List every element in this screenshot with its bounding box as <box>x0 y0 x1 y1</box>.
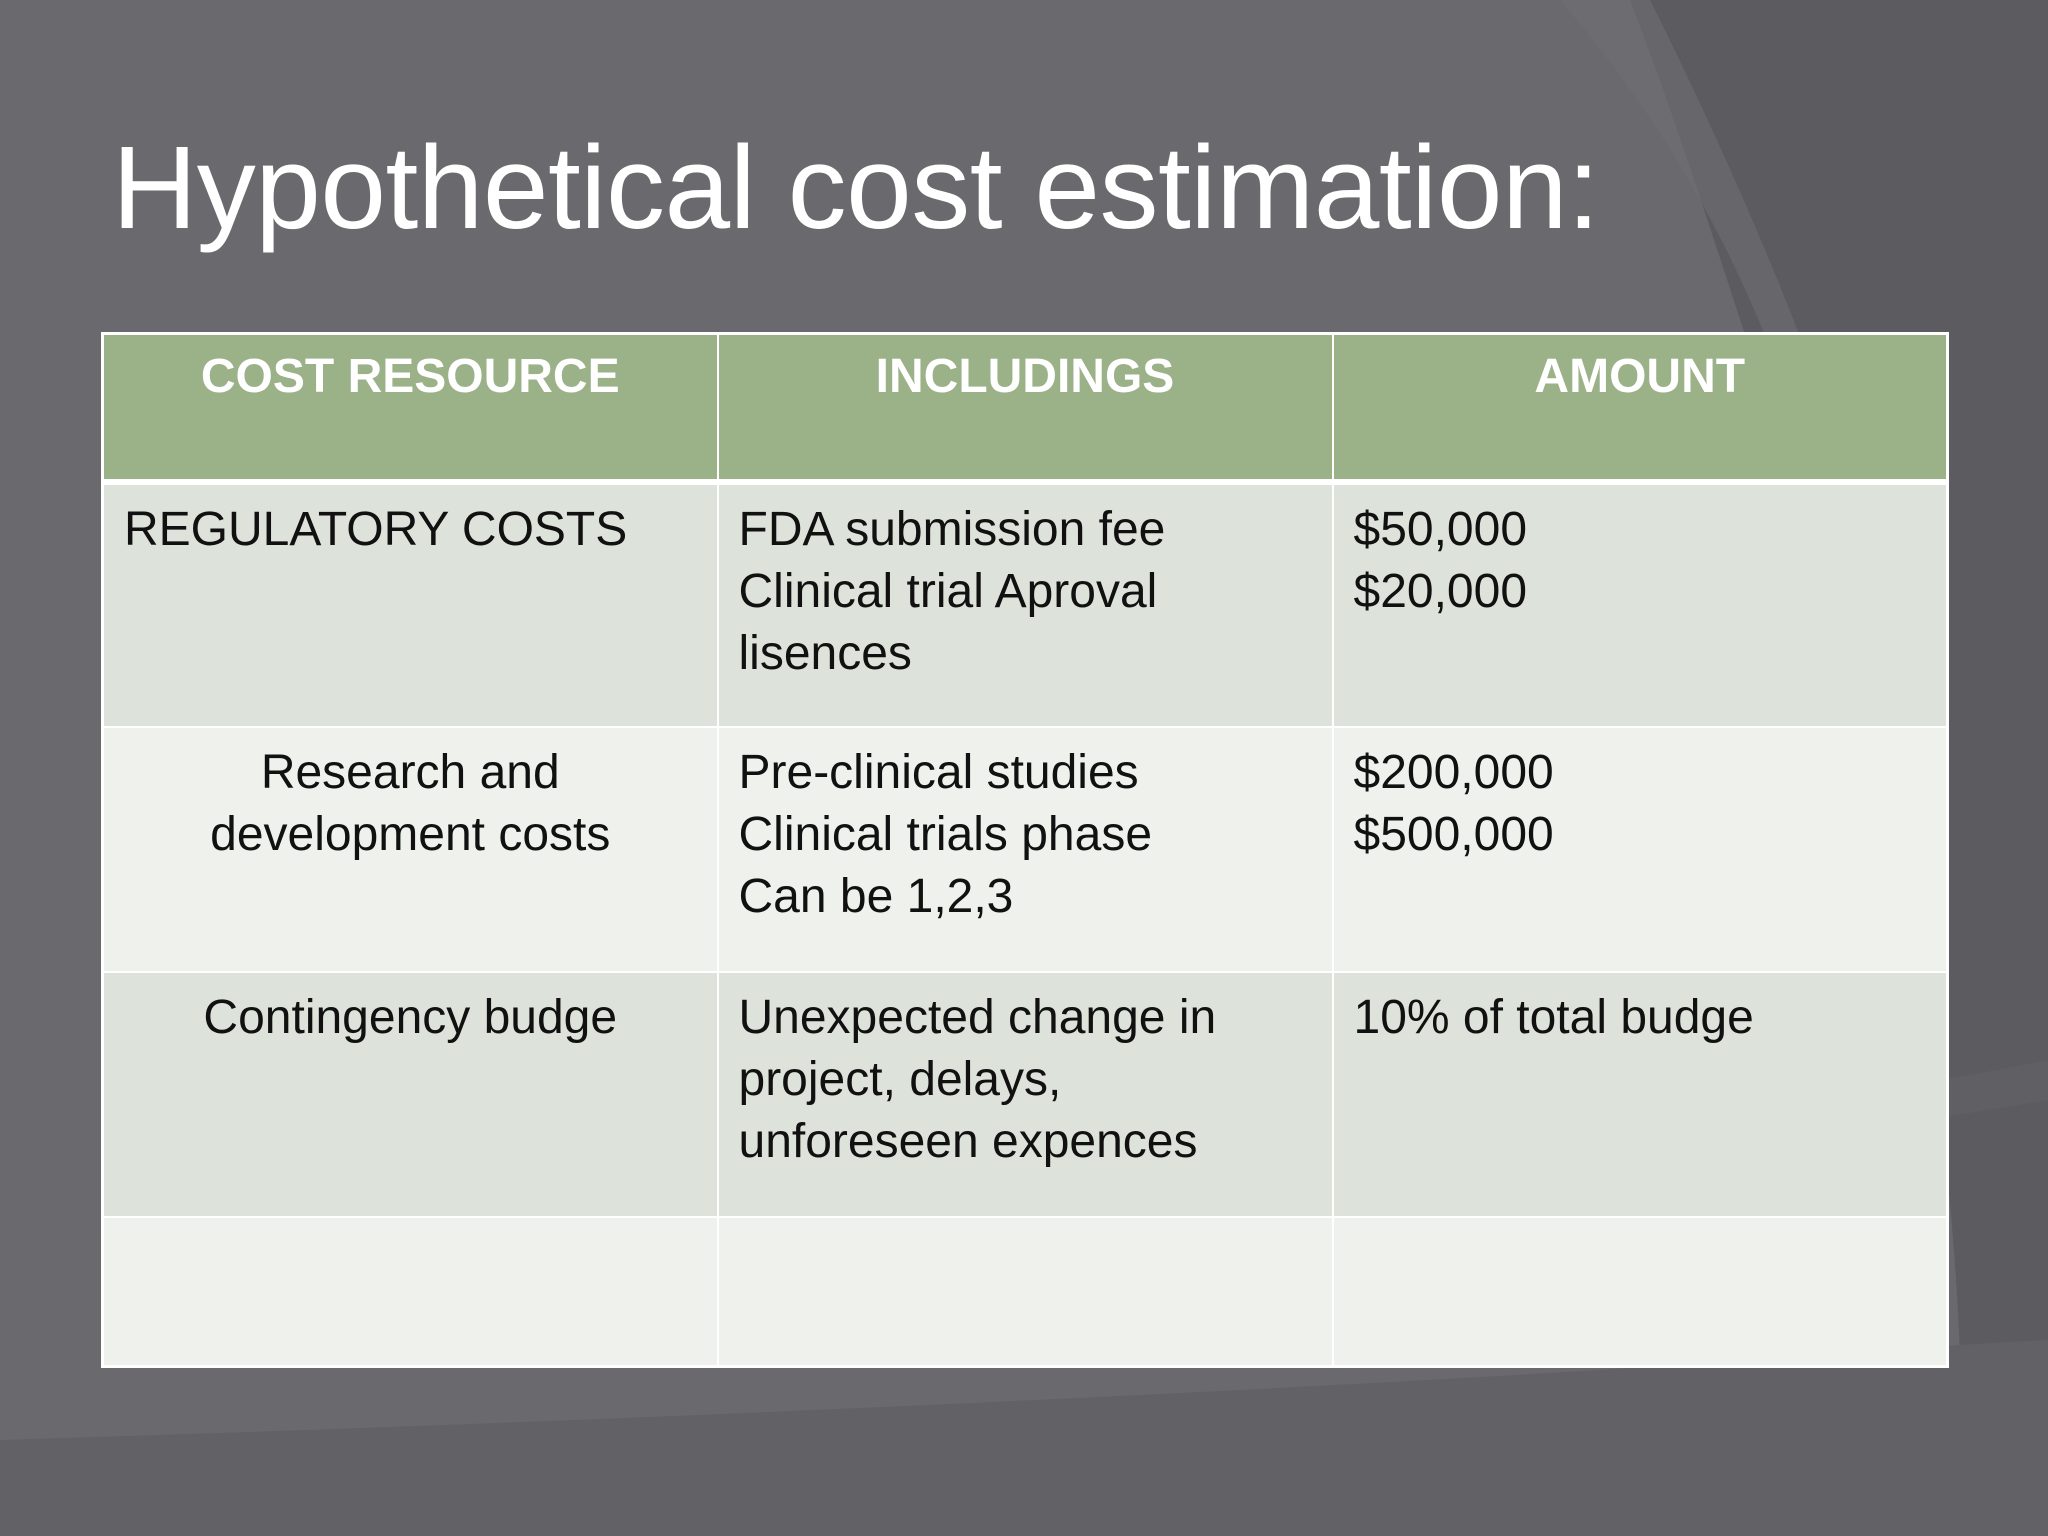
includings-cell: FDA submission fee Clinical trial Aprova… <box>716 480 1334 728</box>
includings-text: Unexpected change in <box>738 990 1217 1044</box>
resource-cell: REGULATORY COSTS <box>101 480 719 728</box>
includings-text: Can be 1,2,3 <box>738 869 1014 923</box>
header-amount: AMOUNT <box>1331 332 1949 485</box>
table-row: Contingency budge Unexpected change in p… <box>101 970 1949 1218</box>
resource-text: development costs <box>210 807 611 861</box>
includings-text: project, delays, <box>738 1052 1062 1106</box>
includings-cell: Unexpected change in project, delays, un… <box>716 970 1334 1218</box>
amount-text: $200,000 <box>1353 745 1554 799</box>
amount-cell: $50,000 $20,000 <box>1331 480 1949 728</box>
resource-text: REGULATORY COSTS <box>124 502 628 556</box>
resource-text: Research and <box>260 745 560 799</box>
header-includings: INCLUDINGS <box>716 332 1334 485</box>
header-cost-resource: COST RESOURCE <box>101 332 719 485</box>
amount-cell: $200,000 $500,000 <box>1331 725 1949 973</box>
amount-text: $500,000 <box>1353 807 1554 861</box>
amount-text: 10% of total budge <box>1353 990 1754 1044</box>
includings-cell <box>716 1215 1334 1368</box>
resource-text: Contingency budge <box>203 990 618 1044</box>
amount-cell: 10% of total budge <box>1331 970 1949 1218</box>
includings-text: lisences <box>738 626 912 680</box>
amount-cell <box>1331 1215 1949 1368</box>
cost-estimation-table: COST RESOURCE INCLUDINGS AMOUNT REGULATO… <box>101 332 1949 1368</box>
includings-text: unforeseen expences <box>738 1114 1198 1168</box>
resource-cell <box>101 1215 719 1368</box>
amount-text: $20,000 <box>1353 564 1528 618</box>
table-row: Research and development costs Pre-clini… <box>101 725 1949 973</box>
amount-text: $50,000 <box>1353 502 1528 556</box>
includings-text: FDA submission fee <box>738 502 1166 556</box>
table-header-row: COST RESOURCE INCLUDINGS AMOUNT <box>101 332 1949 485</box>
includings-cell: Pre-clinical studies Clinical trials pha… <box>716 725 1334 973</box>
includings-text: Clinical trial Aproval <box>738 564 1158 618</box>
includings-text: Pre-clinical studies <box>738 745 1139 799</box>
resource-cell: Research and development costs <box>101 725 719 973</box>
includings-text: Clinical trials phase <box>738 807 1153 861</box>
table-row: REGULATORY COSTS FDA submission fee Clin… <box>101 480 1949 728</box>
table-row-empty <box>101 1215 1949 1368</box>
resource-cell: Contingency budge <box>101 970 719 1218</box>
slide-title: Hypothetical cost estimation: <box>112 122 1600 254</box>
